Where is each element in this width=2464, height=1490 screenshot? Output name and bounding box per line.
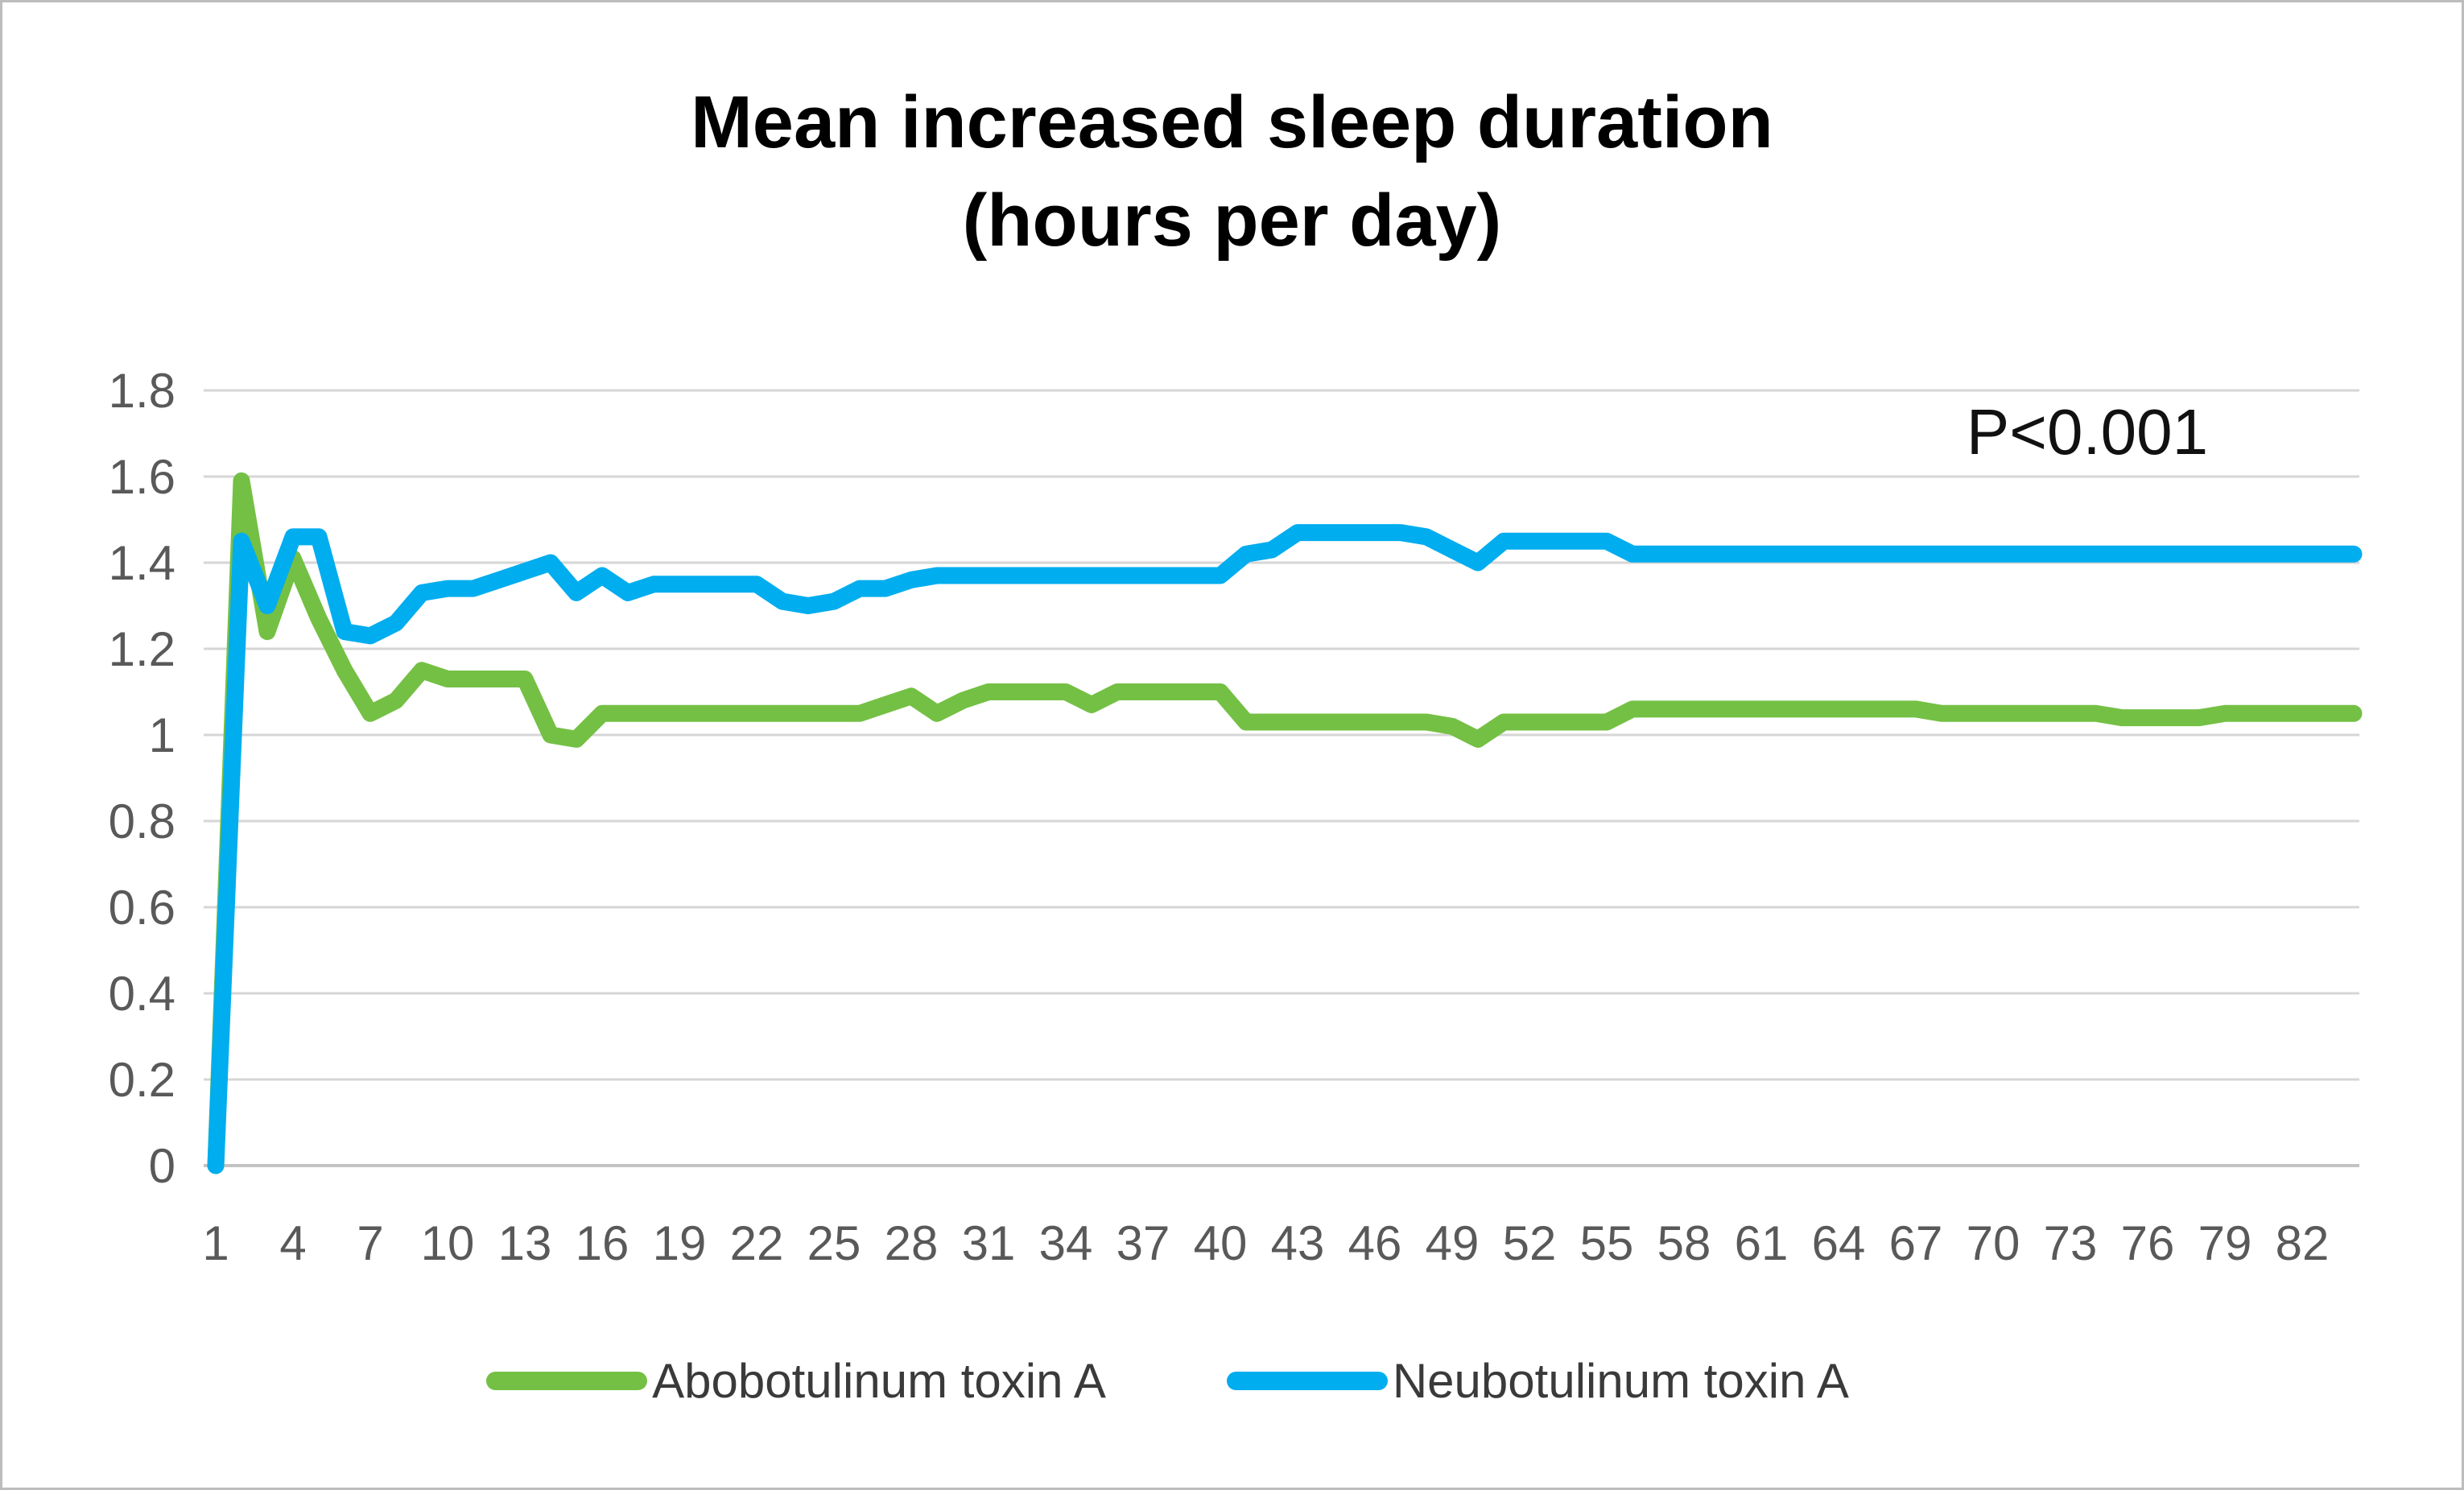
- y-tick-label: 1: [149, 708, 175, 762]
- series-line-neubotulinum-toxin-a: [207, 524, 2363, 1174]
- y-tick-label: 1.8: [109, 364, 175, 418]
- x-tick-label: 7: [357, 1216, 383, 1270]
- chart-title-line1: Mean increased sleep duration: [691, 81, 1773, 163]
- legend-swatch-blue: [1226, 1372, 1388, 1390]
- chart-title-line2: (hours per day): [962, 180, 1502, 262]
- y-tick-label: 0.6: [109, 881, 175, 935]
- x-tick-label: 25: [807, 1216, 861, 1270]
- x-tick-label: 52: [1503, 1216, 1557, 1270]
- y-tick-label: 1.6: [109, 450, 175, 504]
- x-tick-label: 55: [1580, 1216, 1634, 1270]
- x-tick-label: 79: [2198, 1216, 2252, 1270]
- x-tick-label: 64: [1812, 1216, 1866, 1270]
- legend-label: Neubotulinum toxin A: [1392, 1354, 1849, 1408]
- x-tick-label: 73: [2044, 1216, 2098, 1270]
- x-tick-label: 31: [962, 1216, 1016, 1270]
- y-tick-label: 0: [149, 1139, 175, 1193]
- p-value-annotation: P<0.001: [1966, 396, 2209, 468]
- x-tick-label: 13: [498, 1216, 552, 1270]
- x-tick-label: 22: [730, 1216, 784, 1270]
- x-tick-label: 43: [1271, 1216, 1325, 1270]
- x-tick-label: 34: [1039, 1216, 1093, 1270]
- chart-title: Mean increased sleep duration (hours per…: [2, 73, 2462, 270]
- x-tick-label: 61: [1735, 1216, 1789, 1270]
- x-tick-label: 67: [1889, 1216, 1943, 1270]
- x-tick-label: 19: [653, 1216, 707, 1270]
- x-tick-label: 58: [1657, 1216, 1711, 1270]
- legend-label: Abobotulinum toxin A: [652, 1354, 1106, 1408]
- x-tick-label: 10: [421, 1216, 475, 1270]
- x-tick-label: 37: [1116, 1216, 1170, 1270]
- x-tick-label: 76: [2121, 1216, 2175, 1270]
- x-tick-label: 82: [2276, 1216, 2330, 1270]
- legend-swatch-green: [486, 1372, 648, 1390]
- x-tick-label: 16: [576, 1216, 629, 1270]
- x-tick-label: 1: [202, 1216, 229, 1270]
- x-tick-label: 46: [1348, 1216, 1402, 1270]
- legend-item-neubotulinum: Neubotulinum toxin A: [1226, 1353, 1849, 1409]
- y-tick-label: 0.8: [109, 795, 175, 848]
- x-tick-label: 28: [885, 1216, 939, 1270]
- x-tick-label: 49: [1426, 1216, 1480, 1270]
- y-tick-label: 1.4: [109, 536, 175, 590]
- x-tick-label: 4: [279, 1216, 306, 1270]
- legend-item-abobotulinum: Abobotulinum toxin A: [486, 1353, 1106, 1409]
- x-tick-label: 70: [1967, 1216, 2020, 1270]
- y-tick-label: 0.4: [109, 967, 175, 1021]
- y-tick-label: 1.2: [109, 622, 175, 676]
- y-tick-label: 0.2: [109, 1053, 175, 1107]
- chart-legend: Abobotulinum toxin A Neubotulinum toxin …: [2, 1353, 2397, 1409]
- x-tick-label: 40: [1194, 1216, 1248, 1270]
- series-line-abobotulinum-toxin-a: [207, 472, 2363, 1174]
